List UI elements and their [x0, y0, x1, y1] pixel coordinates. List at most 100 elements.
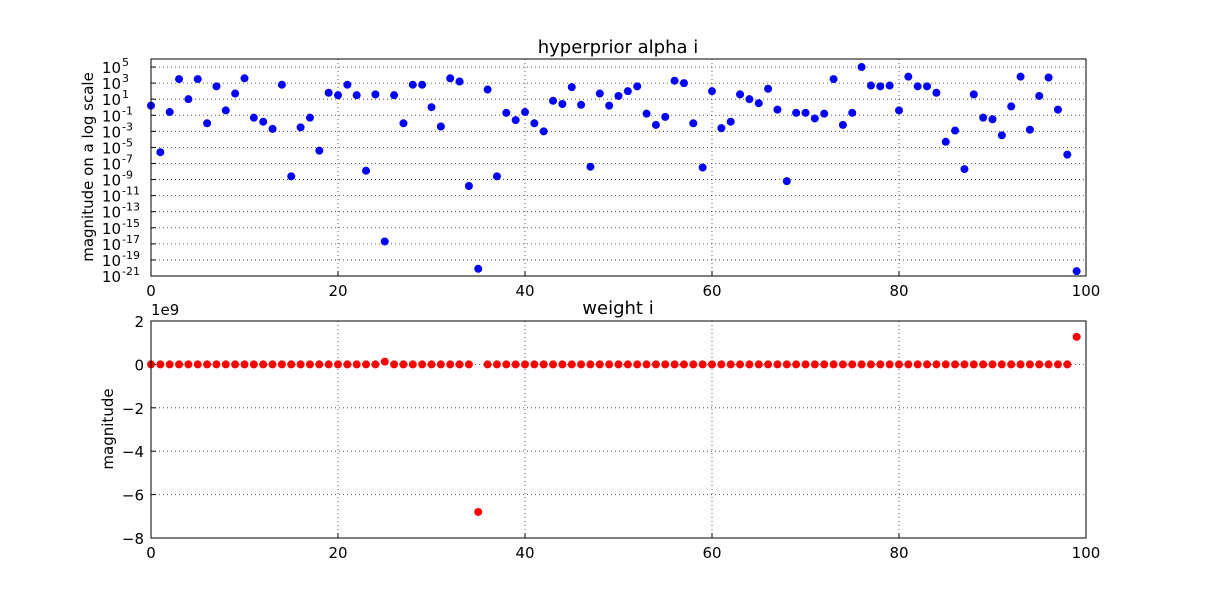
x-tick-label: 20	[328, 544, 347, 562]
data-point	[530, 360, 539, 369]
data-point	[670, 360, 679, 369]
data-point	[951, 360, 960, 369]
grid	[150, 320, 1087, 539]
data-point	[866, 81, 875, 90]
data-point	[960, 165, 969, 174]
data-point	[689, 119, 698, 128]
data-point	[371, 360, 380, 369]
y-tick-exponent: 3	[122, 72, 129, 85]
data-point	[708, 360, 716, 369]
data-point	[390, 91, 399, 100]
data-point	[212, 360, 221, 369]
x-tick-label: 0	[146, 544, 156, 562]
y-tick-label: −2	[122, 400, 144, 418]
y-axis-label: magnitude	[99, 388, 117, 469]
data-point	[782, 177, 791, 186]
y-tick-base: 10	[102, 139, 121, 157]
data-point	[642, 360, 651, 369]
data-point	[1053, 105, 1062, 114]
y-tick-label: −8	[122, 530, 144, 548]
data-point	[212, 82, 221, 91]
chart-weight: weight i 1e9 magnitude 0 20 40 60 80 100−8−6−…	[99, 298, 1100, 562]
data-point	[614, 360, 623, 369]
data-point	[156, 360, 165, 369]
data-point	[820, 360, 829, 369]
y-tick-label: 10	[102, 107, 121, 125]
x-tick-label: 100	[1072, 282, 1101, 300]
data-point	[380, 237, 389, 246]
data-point	[586, 162, 595, 171]
data-point	[726, 117, 735, 126]
data-point	[259, 117, 268, 126]
y-tick-label: 10	[102, 188, 121, 206]
data-point	[436, 122, 445, 131]
y-tick-exponent: -17	[122, 233, 140, 246]
data-point	[623, 87, 632, 96]
y-tick-label: 10	[102, 252, 121, 270]
data-point	[221, 360, 230, 369]
data-point	[895, 106, 903, 115]
data-points	[147, 332, 1081, 516]
data-point	[343, 360, 352, 369]
data-point	[315, 146, 324, 155]
data-point	[876, 82, 885, 91]
data-point	[399, 119, 408, 128]
data-point	[679, 79, 688, 88]
y-tick-exponent: -15	[122, 217, 140, 230]
data-point	[511, 116, 520, 125]
data-point	[362, 166, 371, 175]
data-point	[1025, 360, 1034, 369]
data-point	[567, 83, 576, 92]
data-point	[698, 360, 707, 369]
y-tick-exponent: -19	[122, 249, 140, 262]
y-offset-label: 1e9	[151, 301, 179, 319]
y-tick-base: 10	[102, 236, 121, 254]
data-point	[988, 360, 997, 369]
data-point	[184, 360, 193, 369]
data-point	[801, 360, 810, 369]
data-point	[642, 109, 651, 118]
data-point	[717, 124, 726, 133]
y-tick-label: 0	[134, 356, 144, 374]
y-tick-exponent: -11	[122, 185, 140, 198]
data-point	[418, 80, 427, 89]
data-point	[464, 181, 473, 190]
data-point	[558, 100, 567, 109]
data-point	[577, 100, 586, 109]
data-point	[259, 360, 268, 369]
plot-frame	[150, 58, 1087, 277]
data-point	[951, 126, 960, 135]
data-point	[857, 63, 866, 72]
y-tick-exponent: 5	[122, 56, 129, 69]
data-point	[876, 360, 885, 369]
data-point	[539, 360, 548, 369]
data-point	[549, 96, 558, 105]
data-point	[1016, 360, 1025, 369]
x-tick-label: 0	[146, 282, 156, 300]
y-tick-label: 10	[102, 220, 121, 238]
data-point	[661, 360, 670, 369]
y-tick-label: −4	[122, 443, 144, 461]
data-point	[736, 90, 745, 99]
y-tick-base: 10	[102, 204, 121, 222]
data-point	[502, 360, 511, 369]
data-point	[866, 360, 875, 369]
data-point	[249, 360, 258, 369]
data-point	[1072, 332, 1081, 341]
data-point	[305, 360, 314, 369]
data-point	[764, 360, 773, 369]
x-tick-label: 20	[328, 282, 347, 300]
data-point	[530, 119, 539, 128]
data-point	[633, 82, 642, 91]
data-point	[614, 91, 623, 100]
data-point	[782, 360, 791, 369]
data-point	[605, 360, 614, 369]
data-point	[1007, 360, 1016, 369]
x-tick-label: 60	[702, 282, 721, 300]
x-tick-label: 40	[515, 544, 534, 562]
data-point	[277, 360, 286, 369]
data-point	[941, 137, 950, 146]
data-point	[1016, 72, 1025, 81]
data-point	[231, 360, 240, 369]
